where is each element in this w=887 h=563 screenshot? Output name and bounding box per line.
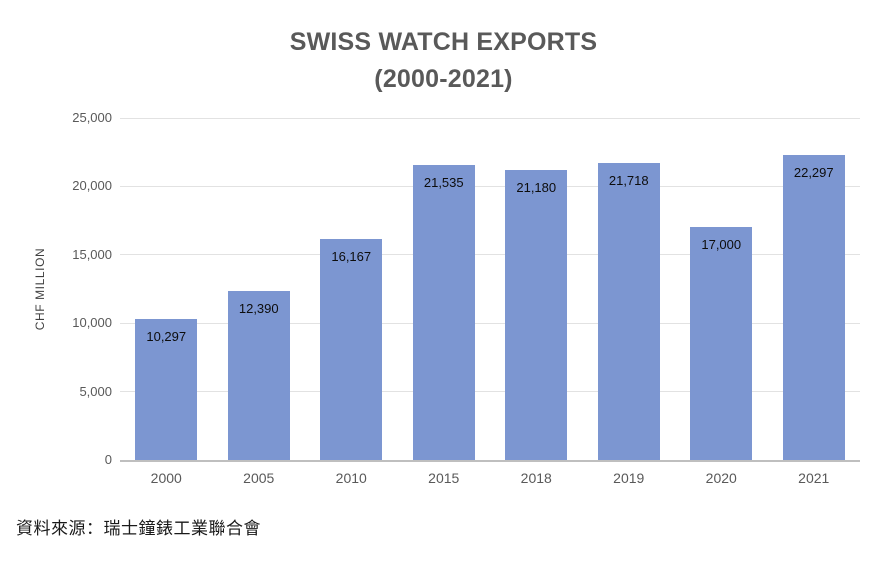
y-tick-label: 10,000 bbox=[72, 315, 112, 331]
x-tick-label: 2020 bbox=[705, 470, 737, 486]
bar-2015: 21,535 bbox=[412, 165, 475, 460]
x-tick-label: 2000 bbox=[150, 470, 182, 486]
gridline bbox=[120, 322, 860, 324]
y-tick-label: 25,000 bbox=[72, 110, 112, 125]
bar-value-label: 21,718 bbox=[608, 172, 649, 188]
bar-value-label: 21,180 bbox=[516, 180, 557, 196]
bar-2019: 21,718 bbox=[597, 162, 660, 460]
x-tick-label: 2005 bbox=[243, 470, 275, 486]
bar-value-label: 16,167 bbox=[331, 248, 372, 264]
y-axis-ticks: 0 5,000 10,000 15,000 20,000 25,000 bbox=[0, 0, 112, 563]
y-tick-label: 15,000 bbox=[72, 246, 112, 262]
source-note: 資料來源：瑞士鐘錶工業聯合會 bbox=[16, 519, 261, 538]
bar-value-label: 12,390 bbox=[238, 300, 279, 316]
x-tick-label: 2015 bbox=[428, 470, 460, 486]
bar-2021: 22,297 bbox=[782, 154, 845, 460]
x-tick-label: 2021 bbox=[798, 470, 830, 486]
bar-2020: 17,000 bbox=[690, 227, 753, 460]
x-tick-label: 2018 bbox=[520, 470, 552, 486]
y-tick-label: 0 bbox=[104, 452, 112, 467]
gridline bbox=[120, 117, 860, 119]
bar-value-label: 17,000 bbox=[701, 237, 742, 253]
bar-value-label: 10,297 bbox=[146, 329, 187, 345]
x-tick-label: 2010 bbox=[335, 470, 367, 486]
y-tick-label: 20,000 bbox=[72, 178, 112, 194]
bar-2000: 10,297 bbox=[135, 319, 198, 460]
y-tick-label: 5,000 bbox=[79, 383, 112, 399]
gridline bbox=[120, 254, 860, 256]
bar-2005: 12,390 bbox=[227, 290, 290, 460]
chart-title-line1: SWISS WATCH EXPORTS bbox=[289, 28, 598, 56]
gridline bbox=[120, 185, 860, 187]
x-axis-labels: 2000 2005 2010 2015 2018 2019 2020 2021 bbox=[120, 470, 860, 492]
bar-2010: 16,167 bbox=[320, 238, 383, 460]
chart-title: SWISS WATCH EXPORTS (2000-2021) bbox=[0, 24, 887, 98]
plot-area: 10,297 12,390 16,167 21,535 21,180 21,718 17,0… bbox=[120, 117, 860, 462]
bar-2018: 21,180 bbox=[505, 170, 568, 460]
gridline bbox=[120, 391, 860, 393]
bar-value-label: 22,297 bbox=[793, 164, 834, 180]
chart-title-line2: (2000-2021) bbox=[374, 65, 513, 93]
bar-value-label: 21,535 bbox=[423, 175, 464, 191]
x-tick-label: 2019 bbox=[613, 470, 645, 486]
